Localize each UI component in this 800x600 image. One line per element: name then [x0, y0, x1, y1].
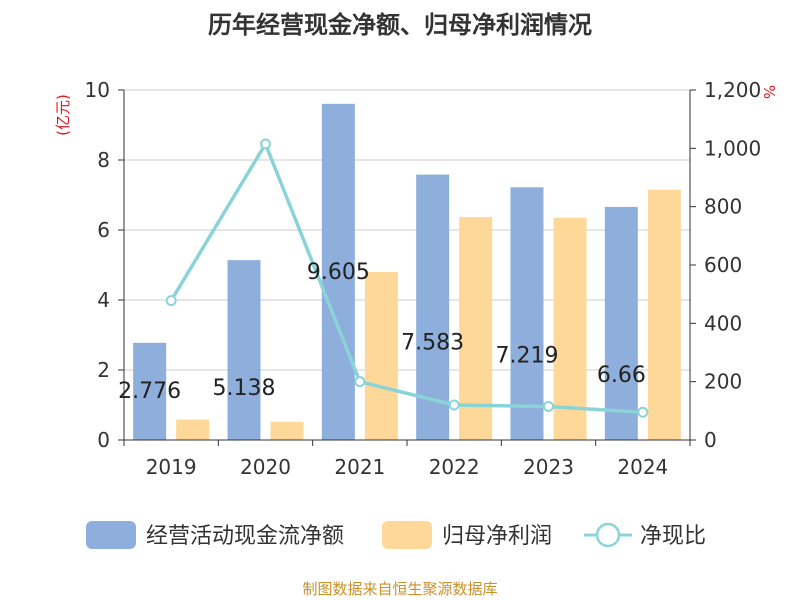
left-axis-tick-label: 2 [97, 358, 110, 382]
bar-data-label: 9.605 [307, 260, 370, 285]
right-axis-tick-label: 800 [704, 195, 742, 219]
right-axis-tick-label: 200 [704, 370, 742, 394]
x-axis-tick-label: 2020 [240, 455, 291, 479]
left-axis-tick-label: 4 [97, 288, 110, 312]
legend: 经营活动现金流净额 归母净利润 净现比 [86, 521, 706, 549]
legend-marker [595, 522, 621, 548]
line-point [165, 295, 177, 307]
bar-data-label: 7.219 [496, 343, 559, 368]
right-axis-tick-label: 600 [704, 253, 742, 277]
bar-data-label: 7.583 [401, 331, 464, 356]
x-axis-tick-label: 2024 [617, 455, 668, 479]
right-axis-tick-label: 1,000 [704, 136, 761, 160]
bar-operating-cash-flow [321, 103, 355, 440]
left-axis-tick-label: 8 [97, 148, 110, 172]
left-axis-unit: (亿元) [54, 94, 72, 136]
data-labels-layer: 2.776 5.138 9.605 7.583 7.219 6.66 [118, 260, 646, 404]
bar-operating-cash-flow [510, 187, 544, 440]
bar-data-label: 5.138 [213, 376, 276, 401]
bar-operating-cash-flow [604, 206, 638, 440]
line-point [260, 138, 271, 150]
x-axis-tick-label: 2019 [146, 455, 197, 479]
gridlines [124, 89, 690, 371]
right-axis-tick-label: 0 [704, 428, 717, 452]
legend-swatch [86, 521, 136, 549]
left-axis-tick-label: 10 [85, 78, 110, 102]
legend-label: 归母净利润 [442, 524, 552, 549]
bar-operating-cash-flow [227, 260, 261, 440]
line-point [543, 400, 554, 412]
line-layer [165, 138, 649, 418]
right-axis-unit: % [760, 85, 778, 99]
legend-label: 净现比 [640, 524, 706, 549]
x-axis-tick-label: 2022 [429, 455, 480, 479]
bar-data-label: 6.66 [597, 363, 646, 388]
left-axis-tick-label: 6 [97, 218, 110, 242]
bar-net-profit [270, 421, 304, 440]
left-axis-tick-label: 0 [97, 428, 110, 452]
bar-data-label: 2.776 [118, 379, 181, 404]
legend-label: 经营活动现金流净额 [146, 524, 344, 549]
line-point [354, 376, 366, 388]
source-footer: 制图数据来自恒生聚源数据库 [302, 580, 497, 598]
line-point [448, 399, 460, 411]
bar-net-profit [176, 419, 210, 440]
bar-net-profit [364, 272, 398, 440]
chart-title: 历年经营现金净额、归母净利润情况 [208, 11, 592, 39]
bar-operating-cash-flow [133, 342, 167, 440]
legend-swatch [382, 521, 432, 549]
line-point [637, 406, 649, 418]
right-axis-tick-label: 1,200 [704, 78, 761, 102]
x-axis-tick-label: 2021 [334, 455, 385, 479]
bar-net-profit [647, 189, 681, 440]
right-axis-tick-label: 400 [704, 311, 742, 335]
bar-net-profit [459, 217, 493, 440]
axes-layer: 0 2 4 6 8 10 0 200 400 600 800 1,000 1,200 2019 2020 20… [85, 78, 762, 479]
x-axis-tick-label: 2023 [523, 455, 574, 479]
bar-net-profit [553, 217, 587, 440]
bars-layer [133, 103, 681, 440]
line-net-cash-ratio [169, 140, 643, 415]
